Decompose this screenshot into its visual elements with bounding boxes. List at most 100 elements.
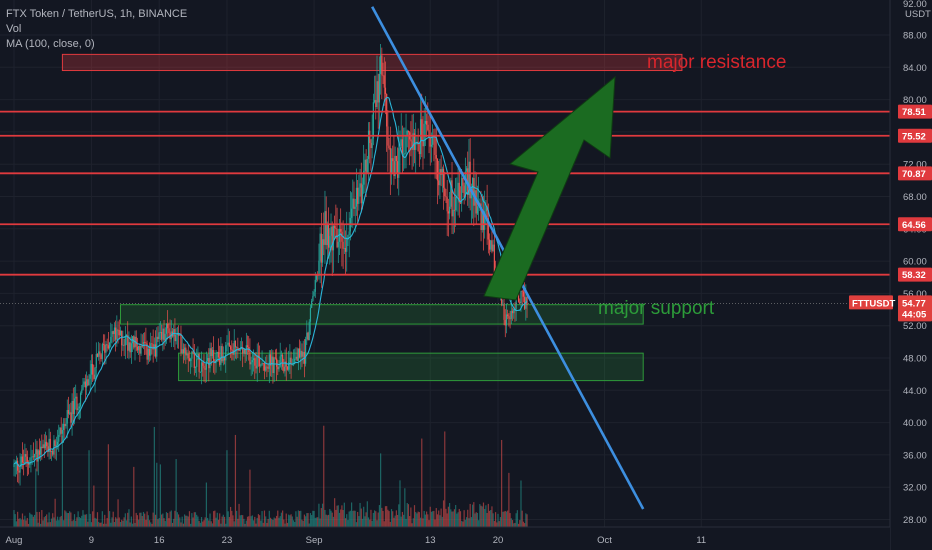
volume-bar (300, 510, 302, 527)
volume-bar (73, 514, 76, 527)
price-axis-tick: 36.00 (903, 450, 927, 461)
candle-body (308, 321, 310, 341)
candle-body (104, 344, 106, 353)
volume-bar (30, 514, 32, 527)
volume-bar (252, 520, 255, 527)
ma-indicator-label[interactable]: MA (100, close, 0) (6, 38, 95, 50)
candle-body (157, 336, 159, 340)
level-price-tag[interactable] (898, 128, 932, 143)
volume-bar (377, 512, 379, 527)
volume-bar (64, 510, 66, 527)
volume-bar (509, 513, 511, 527)
volume-bar (352, 510, 354, 527)
level-price-tag[interactable] (898, 104, 932, 119)
volume-bar (422, 518, 424, 527)
volume-bar (35, 468, 37, 527)
candle-body (392, 158, 394, 162)
volume-bar (216, 512, 218, 527)
volume-bar (436, 514, 439, 527)
volume-bar (336, 505, 338, 527)
candle-body (52, 450, 54, 455)
candle-body (266, 366, 268, 368)
volume-bar (296, 516, 298, 527)
volume-bar (21, 513, 24, 527)
volume-bar (43, 517, 45, 527)
candle-body (211, 350, 214, 357)
major-resistance-zone[interactable] (61, 53, 683, 72)
chart-legend: FTX Token / TetherUS, 1h, BINANCE Vol MA… (6, 7, 187, 52)
price-axis[interactable]: 92.00USDT88.0084.0080.0076.0072.0068.006… (849, 0, 932, 550)
candle-body (513, 308, 515, 314)
candle-body (163, 328, 165, 341)
candle-body (488, 239, 491, 250)
volume-bar (118, 517, 120, 527)
volume-bar (350, 502, 353, 527)
volume-bar (58, 520, 60, 527)
candle-body (119, 330, 122, 336)
volume-bar (154, 514, 157, 527)
volume-bar (93, 485, 95, 527)
volume-bar (410, 507, 412, 527)
volume-bar (174, 510, 176, 527)
volume-bar (169, 511, 171, 527)
candle-body (370, 142, 372, 149)
candle-body (504, 319, 506, 326)
volume-bar (415, 512, 417, 527)
candle-body (124, 336, 126, 346)
candle-body (344, 247, 347, 252)
symbol-title[interactable]: FTX Token / TetherUS, 1h, BINANCE (6, 8, 188, 20)
candle-body (236, 347, 238, 349)
candle-body (384, 87, 387, 94)
volume-indicator-label[interactable]: Vol (6, 23, 22, 35)
volume-bar (463, 510, 465, 527)
candle-body (412, 133, 414, 150)
candle-body (89, 374, 91, 379)
volume-bar (27, 523, 30, 527)
candle-body (226, 344, 228, 346)
volume-bar (464, 519, 466, 527)
volume-bar (61, 435, 63, 527)
candle-body (415, 142, 417, 150)
candle-body (296, 356, 298, 361)
volume-bar (291, 516, 293, 527)
lower-support-zone[interactable] (178, 352, 644, 382)
candle-body (282, 354, 284, 367)
volume-bar (507, 510, 509, 527)
volume-bar (197, 516, 199, 527)
volume-bar (364, 516, 366, 527)
time-axis[interactable]: Aug 9 16 23 Sep 13 20 Oct 11 (0, 526, 890, 550)
volume-bar (17, 511, 19, 527)
level-price-tag[interactable] (898, 166, 932, 181)
major-support-zone[interactable] (119, 304, 644, 325)
candle-body (508, 316, 510, 319)
candle-body (410, 139, 412, 142)
volume-bar (19, 518, 21, 527)
candle-body (485, 205, 487, 212)
candle-body (94, 367, 96, 379)
level-price-tag[interactable] (898, 267, 932, 282)
level-price-tag[interactable] (898, 217, 932, 232)
candle-body (86, 379, 88, 388)
volume-bar (157, 519, 159, 527)
volume-bar (332, 516, 335, 527)
candle-body (146, 343, 148, 360)
candle-body (273, 357, 275, 373)
candle-body (520, 291, 522, 304)
volume-bar (283, 519, 285, 527)
volume-bar (239, 515, 241, 527)
volume-bar (60, 515, 62, 527)
candle-body (113, 327, 116, 335)
candle-body (377, 81, 379, 103)
volume-bar (305, 516, 307, 527)
volume-bar (259, 515, 261, 527)
candle-body (151, 343, 153, 345)
volume-bar (387, 509, 389, 527)
candle-body (60, 427, 62, 434)
volume-bar (520, 480, 522, 527)
volume-bar (453, 509, 456, 527)
candle-body (43, 444, 45, 449)
symbol-tag[interactable] (849, 295, 893, 310)
breakout-arrow[interactable] (483, 75, 616, 301)
current-price-tag[interactable] (898, 295, 932, 322)
